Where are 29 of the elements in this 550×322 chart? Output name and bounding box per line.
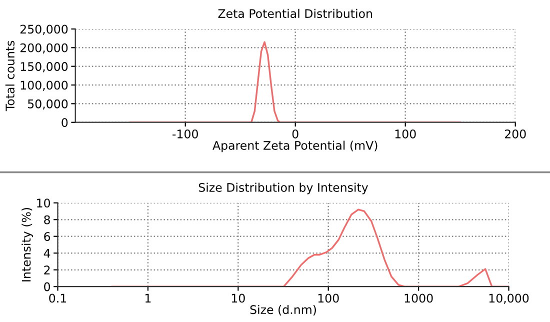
y-tick-label: 50,000 xyxy=(28,99,68,110)
y-tick-label: 100,000 xyxy=(20,80,68,91)
x-tick-label: 100 xyxy=(395,130,416,138)
y-tick-label: 150,000 xyxy=(20,62,68,72)
y-tick-label: 0 xyxy=(62,118,68,128)
y-axis-title: Intensity (%) xyxy=(22,208,34,282)
x-tick-label: 10 xyxy=(232,294,245,303)
y-axis-title: Total counts xyxy=(5,40,15,112)
chart-title: Size Distribution by Intensity xyxy=(198,182,368,194)
x-tick-label: 0 xyxy=(292,130,298,138)
x-tick-label: 200 xyxy=(504,130,526,138)
x-tick-label: 100 xyxy=(318,294,339,303)
chart-title: Zeta Potential Distribution xyxy=(218,8,372,18)
x-axis-title: Aparent Zeta Potential (mV) xyxy=(212,140,378,152)
x-axis-title: Size (d.nm) xyxy=(250,304,316,316)
y-tick-label: 200,000 xyxy=(20,43,68,54)
y-tick-label: 0 xyxy=(44,282,50,292)
x-tick-label: 10,000 xyxy=(489,294,529,304)
x-tick-label: 1 xyxy=(145,294,151,302)
y-tick-label: 8 xyxy=(44,215,50,224)
y-tick-label: 2 xyxy=(44,266,50,274)
y-tick-label: 10 xyxy=(37,198,50,208)
x-tick-label: 1000 xyxy=(404,294,433,303)
line-series xyxy=(130,41,462,122)
y-tick-label: 4 xyxy=(44,248,50,258)
y-tick-label: 6 xyxy=(44,232,50,241)
x-tick-label: -100 xyxy=(172,130,198,138)
x-tick-label: 0.1 xyxy=(49,294,66,303)
y-tick-label: 250,000 xyxy=(20,24,68,35)
